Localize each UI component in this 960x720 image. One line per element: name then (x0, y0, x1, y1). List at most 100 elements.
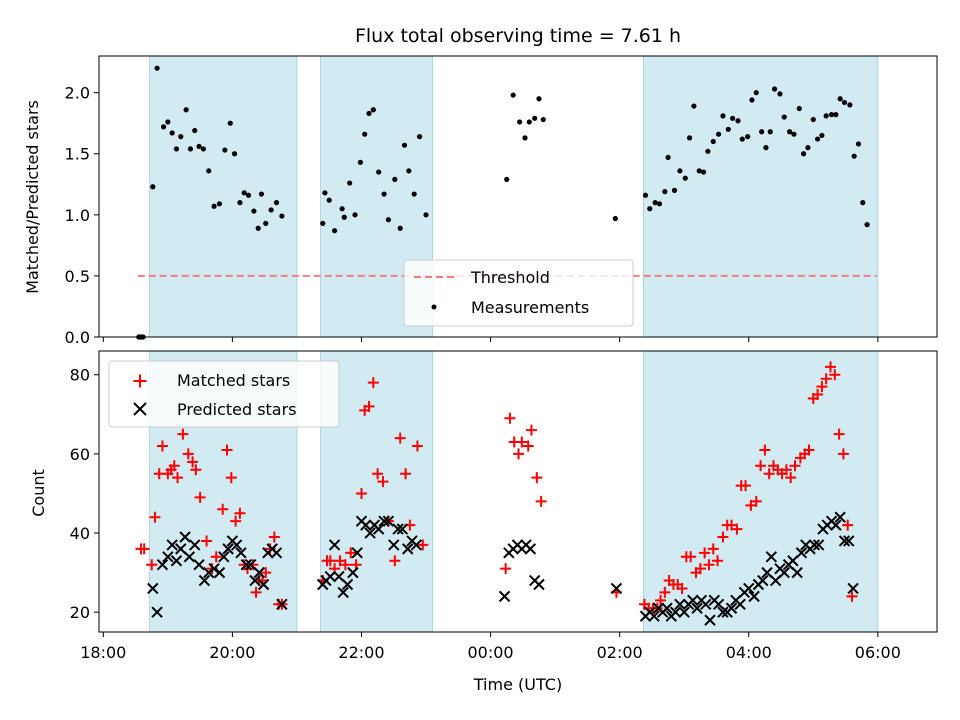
measurement-point (416, 134, 423, 140)
measurement-point (510, 92, 516, 98)
matched-star-point (759, 444, 771, 456)
measurement-point (837, 96, 843, 102)
matched-star-point (816, 381, 828, 393)
measurement-point (370, 107, 376, 113)
matched-star-point (755, 460, 767, 472)
top-x-axis-ticks (102, 337, 879, 342)
x-tick-label: 04:00 (726, 643, 772, 662)
predicted-star-point (337, 586, 349, 599)
measurement-point (612, 215, 618, 222)
measurement-point (696, 168, 702, 174)
matched-star-point (780, 464, 792, 476)
matched-star-point (230, 515, 242, 527)
predicted-star-point (743, 582, 755, 595)
measurement-point (677, 168, 683, 174)
measurement-point (376, 169, 382, 175)
matched-star-point (324, 555, 336, 567)
predicted-star-point (533, 578, 545, 591)
legend-predicted-label: Predicted stars (177, 400, 297, 419)
matched-star-point (260, 567, 272, 579)
predicted-star-point (410, 539, 423, 551)
measurement-point (749, 97, 755, 103)
measurement-point (691, 103, 697, 109)
x-tick-label: 00:00 (468, 643, 514, 662)
legend-measurements-swatch (431, 304, 437, 310)
top-panel: 0.00.51.01.52.0 Matched/Predicted stars … (23, 55, 938, 347)
measurement-point (662, 189, 668, 195)
measurement-point (710, 138, 716, 145)
matched-star-point (250, 586, 262, 598)
predicted-star-point (170, 555, 183, 567)
measurement-point (526, 119, 532, 125)
measurement-point (517, 119, 523, 125)
predicted-star-point (203, 566, 215, 579)
measurement-point (154, 65, 160, 71)
measurement-point (686, 135, 693, 141)
shaded-interval-1 (149, 55, 298, 338)
measurement-point (763, 145, 769, 151)
top-legend-box (403, 259, 634, 327)
x-tick-label: 06:00 (855, 643, 901, 662)
predicted-star-point (610, 582, 623, 595)
measurement-point (767, 129, 773, 135)
matched-star-point (740, 480, 752, 492)
measurement-point (222, 147, 228, 153)
predicted-star-point (360, 519, 372, 531)
measurement-point (823, 113, 829, 119)
predicted-star-point (396, 523, 409, 535)
measurement-point (385, 217, 391, 223)
measurement-point (183, 107, 189, 113)
measurement-point (735, 118, 741, 124)
measurement-point (196, 143, 202, 150)
measurement-point (392, 176, 398, 182)
matched-star-point (785, 472, 797, 484)
predicted-star-point (812, 539, 825, 551)
matched-star-point (411, 440, 423, 452)
measurement-point (366, 110, 372, 117)
measurement-point (739, 136, 745, 142)
predicted-star-point (328, 539, 341, 551)
predicted-star-point (189, 539, 201, 551)
bottom-x-axis-label: Time (UTC) (473, 675, 562, 694)
measurement-point (841, 99, 848, 106)
measurement-point (411, 191, 417, 197)
predicted-star-point (324, 570, 336, 583)
measurement-point (423, 212, 429, 218)
measurement-point (320, 220, 326, 226)
predicted-star-point (704, 614, 716, 626)
measurement-point (216, 201, 223, 207)
x-tick-label: 18:00 (80, 643, 126, 662)
measurement-point (273, 200, 280, 206)
matched-star-point (417, 539, 429, 551)
matched-star-point (389, 555, 401, 567)
measurement-point (173, 146, 180, 152)
measurement-point (656, 201, 663, 207)
matched-star-point (504, 412, 516, 424)
measurement-point (268, 207, 274, 213)
top-chart-title: Flux total observing time = 7.61 h (355, 25, 681, 47)
predicted-star-point (717, 606, 729, 618)
predicted-star-point (183, 551, 196, 563)
measurement-point (801, 151, 807, 157)
predicted-star-point (162, 551, 174, 563)
matched-star-point (172, 472, 184, 484)
y-tick-label: 40 (70, 524, 90, 543)
matched-star-point (829, 369, 841, 381)
measurement-point (406, 168, 412, 174)
legend-matched-label: Matched stars (177, 371, 290, 390)
measurement-point (352, 212, 358, 218)
bottom-y-axis: 20 40 60 80 (70, 366, 99, 622)
measurement-point (855, 141, 862, 147)
measurement-point (211, 203, 217, 209)
measurement-point (237, 200, 243, 206)
bottom-legend-box (108, 360, 340, 428)
matched-star-point (694, 563, 706, 575)
predicted-star-point (351, 547, 363, 559)
predicted-star-point (808, 539, 821, 551)
predicted-star-point (791, 566, 803, 579)
measurement-point (263, 220, 269, 226)
measurement-point (397, 225, 403, 231)
measurement-point (251, 208, 257, 214)
measurement-point (665, 154, 671, 161)
y-tick-label: 80 (70, 366, 90, 385)
